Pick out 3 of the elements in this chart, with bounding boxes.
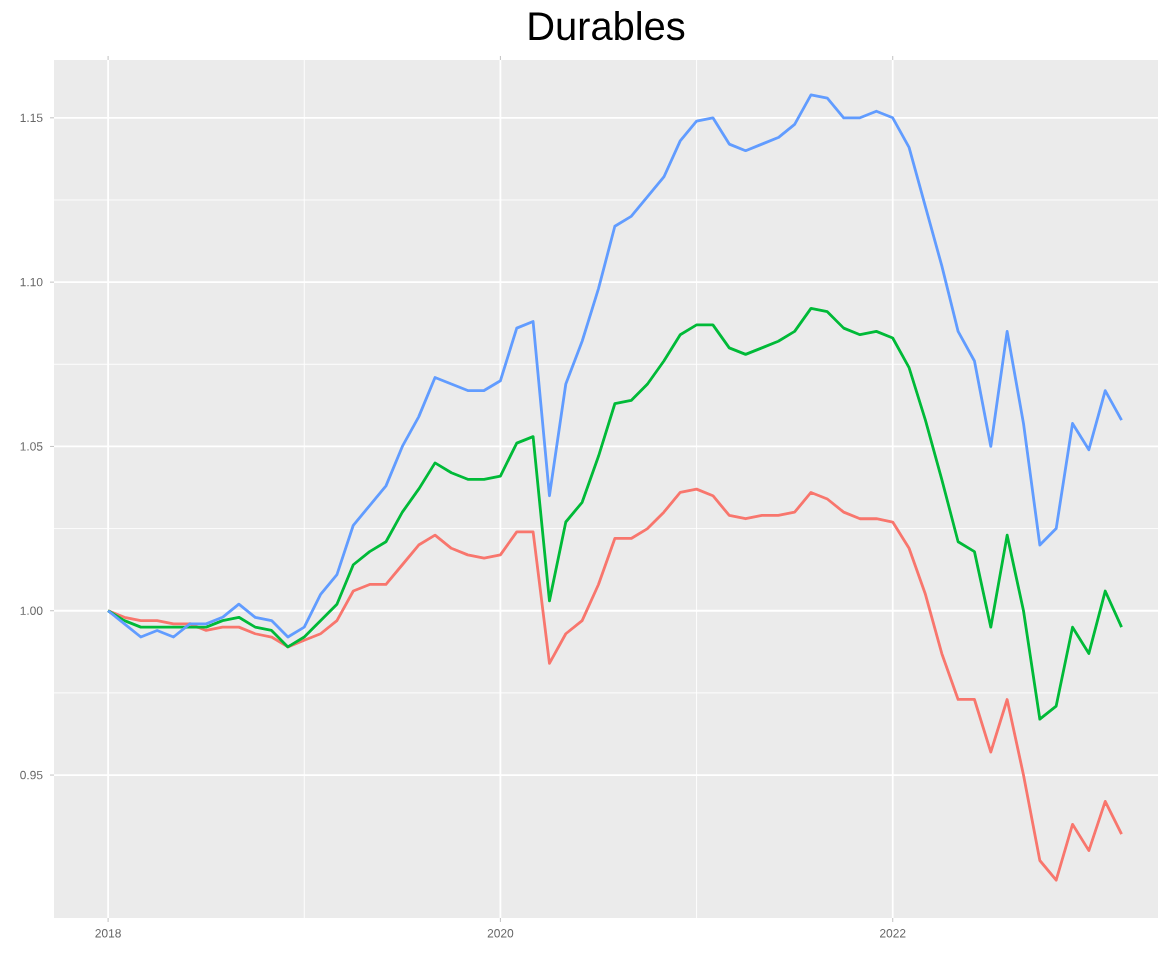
chart-title: Durables <box>529 11 685 41</box>
line-series <box>106 93 1123 639</box>
line-series <box>106 487 1123 882</box>
